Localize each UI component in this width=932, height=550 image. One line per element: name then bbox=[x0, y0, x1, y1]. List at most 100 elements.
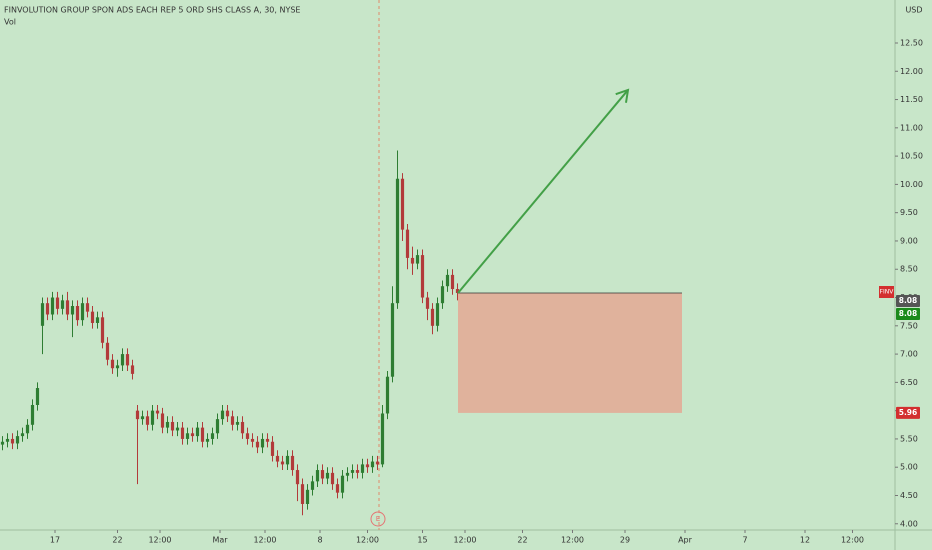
y-tick-label: 7.50 bbox=[900, 321, 918, 330]
candle-body bbox=[5, 438, 10, 442]
last-price: 8.08 bbox=[899, 309, 918, 318]
x-tick-label: 17 bbox=[50, 536, 60, 545]
candle-body bbox=[285, 455, 290, 465]
candle-body bbox=[185, 433, 190, 439]
candle-body bbox=[130, 365, 135, 374]
symbol-tag-bg bbox=[879, 285, 894, 298]
candle-body bbox=[155, 410, 160, 414]
candle-body bbox=[135, 410, 140, 420]
candle-body bbox=[45, 303, 50, 315]
candle-body bbox=[265, 438, 270, 442]
candle-body bbox=[410, 257, 415, 264]
event-label: E bbox=[376, 515, 380, 523]
candle-body bbox=[375, 461, 380, 465]
candle-body bbox=[365, 464, 370, 468]
candle-body bbox=[430, 308, 435, 326]
candle-body bbox=[115, 365, 120, 369]
candle-body bbox=[425, 297, 430, 309]
candle-body bbox=[270, 441, 275, 456]
candle-body bbox=[180, 427, 185, 439]
candle-body bbox=[170, 421, 175, 431]
candle-body bbox=[385, 376, 390, 414]
x-tick-label: 15 bbox=[417, 536, 427, 545]
candle-body bbox=[390, 303, 395, 377]
candle-body bbox=[455, 289, 460, 293]
x-tick-label: 12 bbox=[800, 536, 810, 545]
candle-body bbox=[30, 404, 35, 425]
candle-body bbox=[160, 413, 165, 428]
candle-body bbox=[85, 303, 90, 312]
candle-body bbox=[305, 489, 310, 504]
y-tick-label: 9.00 bbox=[900, 236, 918, 245]
y-tick-label: 4.00 bbox=[900, 519, 918, 528]
volume-label: Vol bbox=[4, 18, 16, 27]
candle-body bbox=[190, 433, 195, 437]
candle-body bbox=[25, 424, 30, 434]
candle-body bbox=[110, 359, 115, 369]
y-tick-label: 10.00 bbox=[900, 180, 923, 189]
candle-body bbox=[225, 410, 230, 417]
currency: USD bbox=[905, 6, 922, 15]
candle-body bbox=[145, 416, 150, 425]
candle-body bbox=[250, 438, 255, 442]
y-tick-label: 5.00 bbox=[900, 463, 918, 472]
candle-body bbox=[15, 436, 20, 444]
x-tick-label: 29 bbox=[620, 536, 630, 545]
x-tick-label: 12:00 bbox=[453, 536, 476, 545]
symbol-tag: FINV bbox=[880, 288, 895, 295]
candle-body bbox=[0, 441, 5, 445]
candle-body bbox=[295, 470, 300, 485]
candle-body bbox=[230, 416, 235, 425]
candle-body bbox=[290, 455, 295, 471]
candle-body bbox=[40, 303, 45, 326]
x-tick-label: 7 bbox=[742, 536, 747, 545]
candle-body bbox=[75, 306, 80, 321]
x-tick-label: 22 bbox=[112, 536, 122, 545]
x-tick-label: 12:00 bbox=[253, 536, 276, 545]
candle-body bbox=[335, 484, 340, 493]
last-price-bg bbox=[896, 307, 920, 320]
trend-arrow bbox=[457, 89, 629, 294]
candle-body bbox=[300, 484, 305, 504]
candle-body bbox=[340, 475, 345, 493]
candle-body bbox=[205, 438, 210, 442]
box-bottom-price: 5.96 bbox=[899, 408, 918, 417]
candle-body bbox=[420, 255, 425, 298]
box-top-price: 8.08 bbox=[899, 296, 918, 305]
candle-body bbox=[240, 421, 245, 434]
candle-body bbox=[95, 317, 100, 323]
x-tick-label: 8 bbox=[317, 536, 322, 545]
candle-body bbox=[20, 433, 25, 437]
candle-body bbox=[445, 274, 450, 287]
candle-body bbox=[440, 286, 445, 304]
x-tick-label: 12:00 bbox=[841, 536, 864, 545]
y-tick-label: 7.00 bbox=[900, 350, 918, 359]
candle-body bbox=[165, 421, 170, 428]
y-tick-label: 12.50 bbox=[900, 38, 923, 47]
y-tick-label: 8.50 bbox=[900, 265, 918, 274]
candle-body bbox=[90, 311, 95, 323]
candle-body bbox=[140, 416, 145, 420]
candle-body bbox=[210, 433, 215, 439]
candle-body bbox=[60, 300, 65, 309]
candle-body bbox=[50, 297, 55, 315]
box-top-price-bg bbox=[896, 294, 920, 307]
candle-body bbox=[125, 354, 130, 366]
x-tick-label: 12:00 bbox=[148, 536, 171, 545]
y-tick-label: 11.50 bbox=[900, 95, 923, 104]
candle-body bbox=[450, 274, 455, 290]
chart-title: FINVOLUTION GROUP SPON ADS EACH REP 5 OR… bbox=[4, 6, 300, 15]
y-tick-label: 10.50 bbox=[900, 152, 923, 161]
price-range-box bbox=[458, 292, 682, 413]
candle-body bbox=[35, 388, 40, 405]
arrow-head bbox=[615, 88, 630, 103]
candle-body bbox=[245, 433, 250, 439]
candle-body bbox=[280, 461, 285, 465]
candle-body bbox=[105, 342, 110, 360]
candle-body bbox=[100, 317, 105, 343]
x-tick-label: 22 bbox=[517, 536, 527, 545]
candle-body bbox=[255, 441, 260, 448]
candle-body bbox=[350, 470, 355, 473]
